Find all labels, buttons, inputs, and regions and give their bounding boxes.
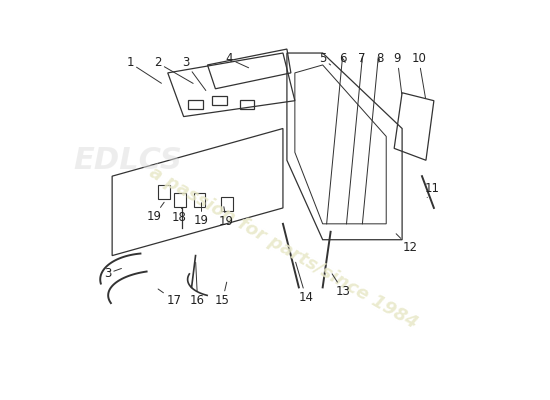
Text: 4: 4 [226, 52, 249, 68]
Text: 3: 3 [104, 267, 122, 280]
Text: 8: 8 [376, 52, 383, 66]
Bar [194, 193, 206, 207]
Text: 10: 10 [411, 52, 426, 98]
Text: 5: 5 [319, 52, 331, 66]
Text: 7: 7 [358, 52, 365, 66]
Bar [158, 185, 170, 199]
Text: 3: 3 [182, 56, 206, 90]
Text: 14: 14 [296, 262, 314, 304]
Text: 19: 19 [194, 203, 209, 227]
Text: 9: 9 [394, 52, 402, 94]
Text: 19: 19 [219, 207, 234, 228]
Text: 13: 13 [332, 274, 351, 298]
Bar [212, 96, 227, 106]
Text: 11: 11 [425, 182, 439, 198]
Bar [174, 193, 186, 207]
Text: 6: 6 [339, 52, 347, 66]
Text: 19: 19 [146, 202, 164, 223]
Text: 16: 16 [190, 262, 205, 306]
Text: 17: 17 [158, 289, 181, 306]
Bar [240, 100, 254, 110]
Text: a passion for parts/since 1984: a passion for parts/since 1984 [146, 163, 420, 332]
Text: 18: 18 [172, 208, 186, 224]
Text: 2: 2 [154, 56, 193, 84]
Text: 1: 1 [126, 56, 162, 83]
Text: 15: 15 [215, 282, 230, 306]
Text: 12: 12 [396, 234, 417, 254]
Bar [221, 197, 233, 211]
Bar [189, 100, 203, 110]
Text: EDLCS: EDLCS [74, 146, 183, 175]
